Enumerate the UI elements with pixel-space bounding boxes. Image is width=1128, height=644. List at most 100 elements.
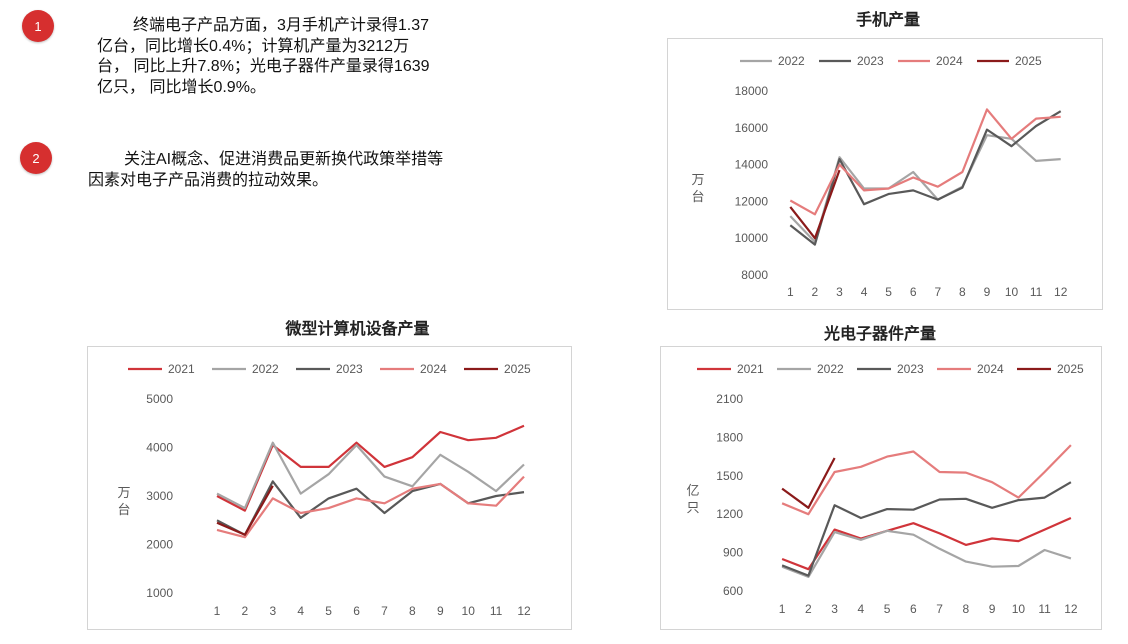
legend-item-2021: 2021 [697,362,764,376]
x-tick-label: 6 [910,602,917,616]
legend-item-2024: 2024 [380,362,447,376]
y-tick-label: 1000 [146,586,173,600]
legend-label: 2025 [504,362,531,376]
bullet-number-badge: 2 [20,142,52,174]
x-tick-label: 8 [963,602,970,616]
y-axis-unit: 只 [686,501,699,516]
series-line-2022 [216,441,525,510]
y-tick-label: 3000 [146,489,173,503]
legend-item-2025: 2025 [464,362,531,376]
phone-chart-title: 手机产量 [855,12,920,29]
bullet-text-1: 终端电子产品方面，3月手机产计录得1.37亿台，同比增长0.4%；计算机产量为3… [97,17,430,96]
x-tick-label: 1 [214,604,221,618]
computer-chart-svg: 2021 2022 2023 2024 2025 1000 2000 3000 4000 5000… [117,362,531,618]
y-axis-unit: 万 [691,173,704,188]
x-tick-label: 12 [1054,285,1068,299]
series-line-2025 [789,169,841,240]
x-tick-label: 3 [269,604,276,618]
legend-label: 2024 [420,362,447,376]
y-tick-label: 5000 [146,392,173,406]
series-line-2021 [781,516,1072,571]
x-tick-label: 1 [779,602,786,616]
x-tick-label: 12 [1064,602,1078,616]
x-tick-label: 3 [831,602,838,616]
legend-label: 2024 [977,362,1004,376]
x-tick-label: 11 [1038,602,1051,616]
x-tick-label: 7 [381,604,388,618]
x-tick-label: 11 [1030,285,1043,299]
y-tick-label: 18000 [735,84,769,98]
legend-item-2025: 2025 [977,54,1042,68]
x-tick-label: 6 [353,604,360,618]
legend-item-2024: 2024 [937,362,1004,376]
x-tick-label: 5 [325,604,332,618]
legend-item-2022: 2022 [777,362,844,376]
opto-chart: 2021 2022 2023 2024 2025 600 900 1200 1500 1800 21… [660,346,1102,630]
y-axis-unit: 亿 [686,484,699,499]
legend-item-2022: 2022 [212,362,279,376]
y-tick-label: 900 [723,546,743,560]
x-tick-label: 7 [936,602,943,616]
x-tick-label: 12 [517,604,531,618]
x-tick-label: 2 [242,604,249,618]
series-line-2023 [216,480,525,536]
computer-chart: 2021 2022 2023 2024 2025 1000 2000 3000 4000 5000… [87,346,572,630]
y-tick-label: 10000 [735,231,769,245]
y-tick-label: 600 [723,584,743,598]
y-tick-label: 14000 [735,158,769,172]
x-tick-label: 4 [861,285,868,299]
x-tick-label: 2 [812,285,819,299]
legend-label: 2023 [897,362,924,376]
x-tick-label: 10 [1012,602,1026,616]
y-tick-label: 8000 [741,268,768,282]
legend-label: 2025 [1057,362,1084,376]
computer-chart-title: 微型计算机设备产量 [285,321,430,338]
legend-label: 2023 [857,54,884,68]
phone-chart: 2022 2023 2024 2025 8000 10000 12000 14000 16000… [667,38,1103,310]
legend-label: 2024 [936,54,963,68]
legend-item-2025: 2025 [1017,362,1084,376]
series-line-2024 [216,475,525,539]
y-tick-label: 1800 [716,430,743,444]
opto-chart-title: 光电子器件产量 [823,326,936,343]
series-line-2024 [781,444,1072,516]
y-axis-unit: 台 [117,503,130,518]
x-tick-label: 9 [984,285,991,299]
legend-label: 2021 [168,362,195,376]
y-axis-unit: 台 [691,190,704,205]
x-tick-label: 1 [787,285,794,299]
x-tick-label: 8 [959,285,966,299]
series-line-2025 [216,485,274,536]
series-line-2024 [789,108,1061,216]
y-axis-unit: 万 [117,486,130,501]
x-tick-label: 10 [1005,285,1019,299]
y-tick-label: 2100 [716,392,743,406]
legend-item-2023: 2023 [296,362,363,376]
x-tick-label: 11 [490,604,503,618]
y-tick-label: 16000 [735,121,769,135]
x-tick-label: 8 [409,604,416,618]
phone-chart-svg: 2022 2023 2024 2025 8000 10000 12000 14000 16000… [691,54,1068,299]
legend-item-2022: 2022 [740,54,805,68]
y-tick-label: 1500 [716,469,743,483]
legend-label: 2025 [1015,54,1042,68]
legend-label: 2023 [336,362,363,376]
x-tick-label: 3 [836,285,843,299]
bullet-number-badge: 1 [22,10,54,42]
opto-chart-svg: 2021 2022 2023 2024 2025 600 900 1200 1500 1800 21… [686,362,1084,616]
y-tick-label: 12000 [735,194,769,208]
legend-label: 2022 [252,362,279,376]
x-tick-label: 4 [297,604,304,618]
y-tick-label: 4000 [146,441,173,455]
y-tick-label: 1200 [716,507,743,521]
x-tick-label: 7 [934,285,941,299]
legend-label: 2022 [778,54,805,68]
legend-label: 2021 [737,362,764,376]
legend-item-2024: 2024 [898,54,963,68]
x-tick-label: 5 [884,602,891,616]
series-line-2025 [781,457,836,509]
legend-label: 2022 [817,362,844,376]
legend-item-2023: 2023 [819,54,884,68]
x-tick-label: 9 [989,602,996,616]
x-tick-label: 10 [462,604,476,618]
